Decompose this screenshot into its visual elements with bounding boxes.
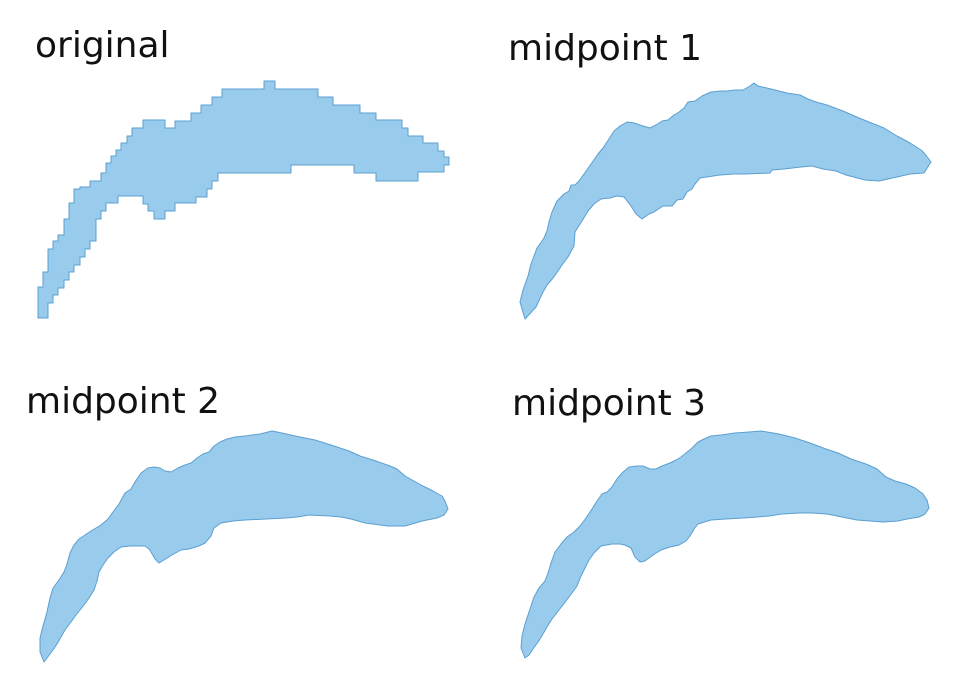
shape-midpoint-3 [520, 430, 930, 659]
shape-midpoint-2 [39, 430, 449, 663]
panel-title-midpoint-3: midpoint 3 [512, 383, 707, 424]
shape-midpoint-1 [519, 82, 932, 320]
panel-title-midpoint-1: midpoint 1 [508, 28, 703, 69]
panel-title-original: original [35, 25, 170, 66]
panel-title-midpoint-2: midpoint 2 [26, 381, 221, 422]
shape-original [37, 80, 450, 319]
